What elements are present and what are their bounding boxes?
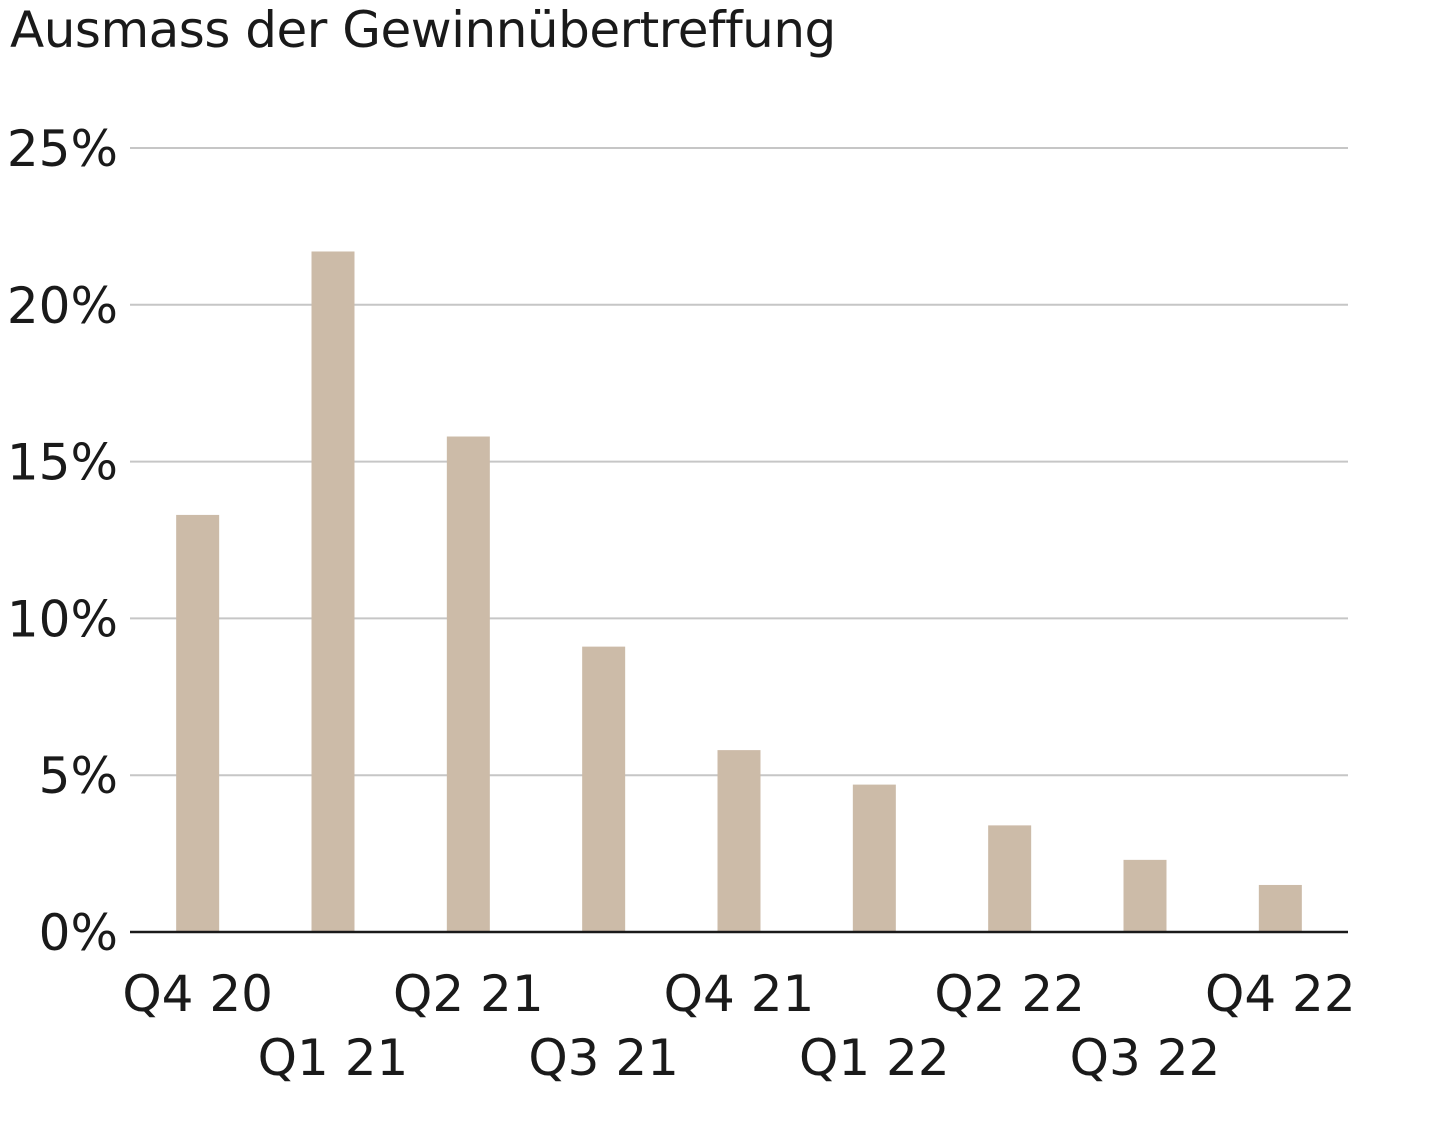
x-tick-label: Q1 21 bbox=[258, 1029, 409, 1087]
y-tick-label: 5% bbox=[39, 747, 118, 805]
x-tick-label: Q4 20 bbox=[122, 965, 273, 1023]
y-tick-label: 10% bbox=[7, 590, 118, 648]
bar bbox=[311, 251, 355, 932]
bar bbox=[1258, 884, 1302, 932]
y-tick-label: 15% bbox=[7, 434, 118, 492]
bar bbox=[176, 514, 220, 932]
x-tick-label: Q1 22 bbox=[799, 1029, 950, 1087]
x-tick-label: Q3 21 bbox=[528, 1029, 679, 1087]
x-tick-label: Q3 22 bbox=[1070, 1029, 1221, 1087]
y-tick-label: 20% bbox=[7, 277, 118, 335]
x-tick-label: Q4 22 bbox=[1205, 965, 1356, 1023]
chart-title: Ausmass der Gewinnübertreffung bbox=[10, 1, 836, 59]
bar bbox=[988, 825, 1032, 932]
y-tick-labels: 0% 5% 10% 15% 20% 25% bbox=[7, 120, 118, 962]
bar bbox=[446, 436, 490, 932]
x-tick-labels: Q4 20 Q1 21 Q2 21 Q3 21 Q4 21 Q1 22 Q2 22 Q3 22… bbox=[122, 965, 1355, 1087]
x-tick-label: Q2 22 bbox=[934, 965, 1085, 1023]
bar bbox=[852, 784, 896, 932]
y-tick-label: 25% bbox=[7, 120, 118, 178]
bars bbox=[176, 251, 1302, 932]
x-tick-label: Q2 21 bbox=[393, 965, 544, 1023]
x-tick-label: Q4 21 bbox=[664, 965, 815, 1023]
y-tick-label: 0% bbox=[39, 904, 118, 962]
bar bbox=[717, 750, 761, 932]
bar bbox=[582, 646, 626, 932]
bar bbox=[1123, 859, 1167, 932]
